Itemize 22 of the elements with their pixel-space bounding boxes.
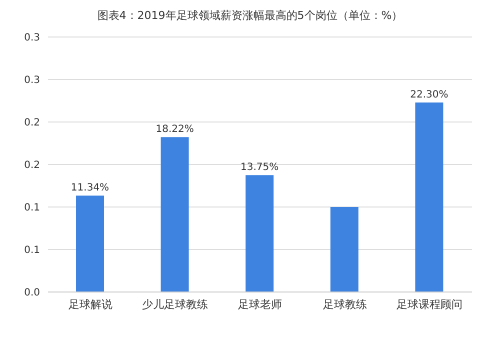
y-tick-label: 0.2 bbox=[24, 160, 40, 172]
x-tick-label: 足球解说 bbox=[68, 298, 112, 311]
bar bbox=[415, 102, 444, 292]
y-tick-label: 0.1 bbox=[24, 202, 40, 214]
x-tick-label: 足球课程顾问 bbox=[396, 298, 463, 311]
x-tick-label: 少儿足球教练 bbox=[142, 298, 208, 311]
bar bbox=[76, 196, 104, 292]
y-tick-label: 0.1 bbox=[24, 245, 40, 256]
y-tick-label: 0.3 bbox=[24, 75, 40, 86]
x-tick-label: 足球老师 bbox=[238, 298, 282, 311]
data-label: 18.22% bbox=[156, 124, 194, 136]
y-tick-label: 0.3 bbox=[24, 32, 40, 44]
bar bbox=[330, 207, 358, 292]
y-tick-label: 0.0 bbox=[24, 288, 40, 299]
bar bbox=[160, 137, 189, 292]
data-label: 13.75% bbox=[240, 162, 279, 174]
x-tick-label: 足球教练 bbox=[322, 298, 367, 311]
chart-title: 图表4：2019年足球领域薪资涨幅最高的5个岗位（单位：%） bbox=[96, 8, 404, 23]
data-label: 11.34% bbox=[70, 182, 110, 194]
data-label: 22.30% bbox=[410, 89, 448, 100]
y-tick-label: 0.2 bbox=[24, 118, 40, 129]
bar bbox=[246, 175, 274, 292]
